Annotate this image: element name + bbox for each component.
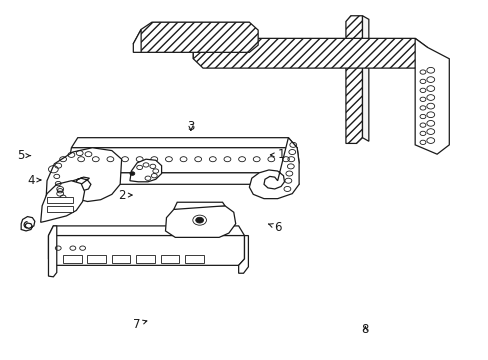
- Polygon shape: [47, 206, 73, 212]
- Polygon shape: [133, 22, 258, 52]
- Polygon shape: [41, 181, 84, 222]
- Polygon shape: [160, 255, 179, 263]
- Text: 6: 6: [268, 221, 281, 234]
- Polygon shape: [112, 255, 130, 263]
- Text: 7: 7: [132, 318, 146, 331]
- Polygon shape: [136, 255, 155, 263]
- Polygon shape: [47, 197, 73, 203]
- Polygon shape: [165, 206, 235, 237]
- Polygon shape: [184, 255, 203, 263]
- Polygon shape: [362, 16, 368, 141]
- Polygon shape: [133, 30, 141, 52]
- Text: 3: 3: [187, 121, 194, 134]
- Polygon shape: [21, 217, 35, 231]
- Polygon shape: [87, 255, 106, 263]
- Polygon shape: [249, 138, 299, 199]
- Polygon shape: [345, 16, 362, 143]
- Polygon shape: [48, 226, 244, 235]
- Text: 8: 8: [361, 323, 368, 336]
- Polygon shape: [45, 148, 122, 211]
- Text: 1: 1: [270, 148, 284, 161]
- Polygon shape: [48, 235, 244, 265]
- Circle shape: [195, 217, 203, 223]
- Polygon shape: [193, 39, 203, 59]
- Polygon shape: [173, 202, 224, 210]
- Circle shape: [130, 172, 135, 175]
- Polygon shape: [71, 138, 297, 148]
- Polygon shape: [193, 39, 427, 68]
- Polygon shape: [414, 39, 448, 154]
- Text: 2: 2: [118, 189, 132, 202]
- Polygon shape: [130, 159, 161, 182]
- Polygon shape: [75, 173, 299, 184]
- Text: 4: 4: [27, 174, 41, 186]
- Polygon shape: [238, 235, 248, 273]
- Polygon shape: [63, 255, 81, 263]
- Polygon shape: [48, 226, 57, 277]
- Polygon shape: [69, 148, 299, 173]
- Text: 5: 5: [18, 149, 30, 162]
